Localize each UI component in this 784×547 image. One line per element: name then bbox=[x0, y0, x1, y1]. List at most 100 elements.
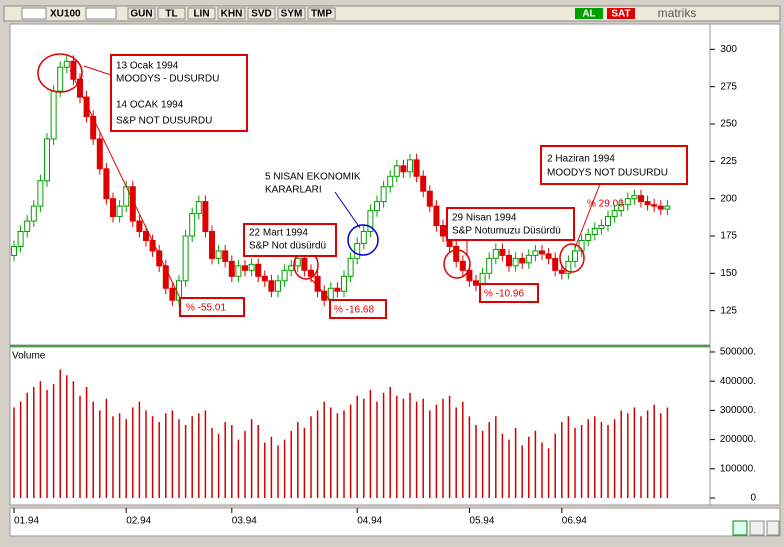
toolbar-button-label: KHN bbox=[221, 9, 243, 20]
buy-label: AL bbox=[582, 9, 595, 20]
candle-body bbox=[96, 138, 103, 170]
toolbar-button-label: SYM bbox=[281, 9, 303, 20]
menu-button[interactable] bbox=[766, 520, 780, 536]
x-tick-label: 04.94 bbox=[357, 516, 382, 527]
candle-body bbox=[539, 250, 545, 255]
candle-body bbox=[30, 205, 37, 222]
volume-panel bbox=[9, 346, 711, 506]
candle-body bbox=[37, 180, 44, 207]
candle-body bbox=[512, 257, 519, 267]
candle-body bbox=[400, 165, 407, 173]
candle-body bbox=[11, 245, 17, 256]
candle-body bbox=[532, 250, 539, 256]
zoom-button[interactable] bbox=[749, 520, 765, 536]
candle-body bbox=[651, 204, 658, 207]
candle-body bbox=[195, 201, 202, 215]
candle-body bbox=[440, 225, 446, 237]
x-tick-label: 02.94 bbox=[126, 516, 151, 527]
candle-body bbox=[426, 190, 433, 207]
toolbar-button[interactable] bbox=[217, 7, 246, 20]
sell-button[interactable] bbox=[607, 8, 635, 19]
candle-body bbox=[110, 198, 116, 218]
connector bbox=[574, 183, 601, 249]
percent-box bbox=[179, 297, 245, 317]
toolbar-button[interactable] bbox=[277, 7, 306, 20]
refresh-button[interactable] bbox=[732, 520, 748, 536]
candle-body bbox=[162, 265, 169, 289]
candle-body bbox=[44, 138, 50, 182]
annotation-text: 14 OCAK 1994 bbox=[116, 100, 184, 111]
candle-body bbox=[367, 210, 374, 233]
toolbar-button-label: TMP bbox=[311, 9, 332, 20]
trend-line bbox=[309, 277, 333, 303]
toolbar-button[interactable] bbox=[307, 7, 336, 20]
y-tick-label: 150 bbox=[720, 268, 737, 279]
annotation-box bbox=[110, 54, 248, 132]
annotation-box bbox=[243, 223, 337, 257]
candle-body bbox=[143, 231, 149, 241]
trend-line bbox=[69, 69, 181, 299]
toolbar-icon[interactable] bbox=[21, 7, 47, 20]
candle-body bbox=[354, 242, 361, 259]
annotation-box bbox=[446, 207, 575, 241]
toolbar-button[interactable] bbox=[247, 7, 276, 20]
candle-body bbox=[341, 275, 347, 292]
highlight bbox=[443, 249, 471, 279]
candle-body bbox=[347, 257, 354, 277]
x-tick-label: 05.94 bbox=[469, 516, 494, 527]
highlight bbox=[347, 224, 379, 256]
candle-body bbox=[545, 253, 552, 259]
toolbar-button-label: GUN bbox=[130, 9, 152, 20]
toolbar-button[interactable] bbox=[187, 7, 216, 20]
y-tick-label: 0 bbox=[750, 493, 756, 504]
candle-body bbox=[209, 231, 215, 259]
candle-body bbox=[242, 265, 248, 271]
y-tick-label: 100000. bbox=[720, 463, 756, 474]
candle-body bbox=[50, 90, 57, 140]
symbol: XU100 bbox=[50, 9, 81, 20]
annotation-text: MOODYS NOT DUSURDU bbox=[547, 168, 668, 179]
candle-body bbox=[519, 257, 526, 264]
candle-body bbox=[611, 210, 618, 218]
candle-body bbox=[664, 205, 671, 210]
percent-label: % -10.96 bbox=[484, 289, 524, 300]
annotation-text: 13 Ocak 1994 bbox=[116, 61, 179, 72]
candle-body bbox=[506, 254, 512, 267]
highlight bbox=[559, 243, 585, 273]
symbol-box[interactable] bbox=[85, 7, 117, 20]
candle-body bbox=[281, 269, 288, 282]
candle-body bbox=[202, 201, 209, 233]
candle-body bbox=[228, 260, 235, 277]
candle-body bbox=[288, 265, 295, 271]
candle-body bbox=[420, 175, 427, 192]
buy-button[interactable] bbox=[575, 8, 603, 19]
toolbar-button-label: LIN bbox=[193, 9, 209, 20]
candle-body bbox=[215, 250, 222, 259]
candle-body bbox=[222, 250, 229, 262]
candle-body bbox=[598, 225, 605, 230]
candle-body bbox=[116, 205, 123, 218]
toolbar-button-label: TL bbox=[165, 9, 177, 20]
candle-body bbox=[407, 159, 413, 173]
candle-body bbox=[525, 254, 532, 264]
candle-body bbox=[657, 205, 664, 210]
candle-body bbox=[624, 198, 631, 206]
candle-body bbox=[268, 280, 275, 292]
sell-label: SAT bbox=[611, 9, 630, 20]
candle-body bbox=[380, 186, 387, 203]
candle-body bbox=[360, 231, 367, 244]
y-tick-label: 125 bbox=[720, 305, 737, 316]
y-tick-label: 200000. bbox=[720, 434, 756, 445]
candle-body bbox=[638, 195, 644, 203]
candle-body bbox=[63, 60, 70, 68]
candle-body bbox=[169, 287, 176, 301]
x-tick-label: 03.94 bbox=[232, 516, 257, 527]
toolbar-button[interactable] bbox=[157, 7, 186, 20]
annotation-text: S&P Not düsürdü bbox=[249, 241, 326, 252]
candle-body bbox=[90, 116, 97, 140]
y-tick-label: 400000. bbox=[720, 376, 756, 387]
percent-label: % 29.00 bbox=[587, 199, 624, 210]
toolbar-button[interactable] bbox=[127, 7, 156, 20]
